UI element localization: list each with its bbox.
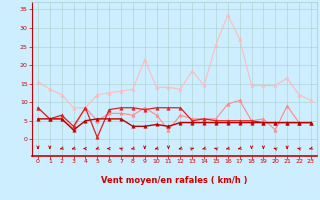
X-axis label: Vent moyen/en rafales ( km/h ): Vent moyen/en rafales ( km/h ): [101, 176, 248, 185]
